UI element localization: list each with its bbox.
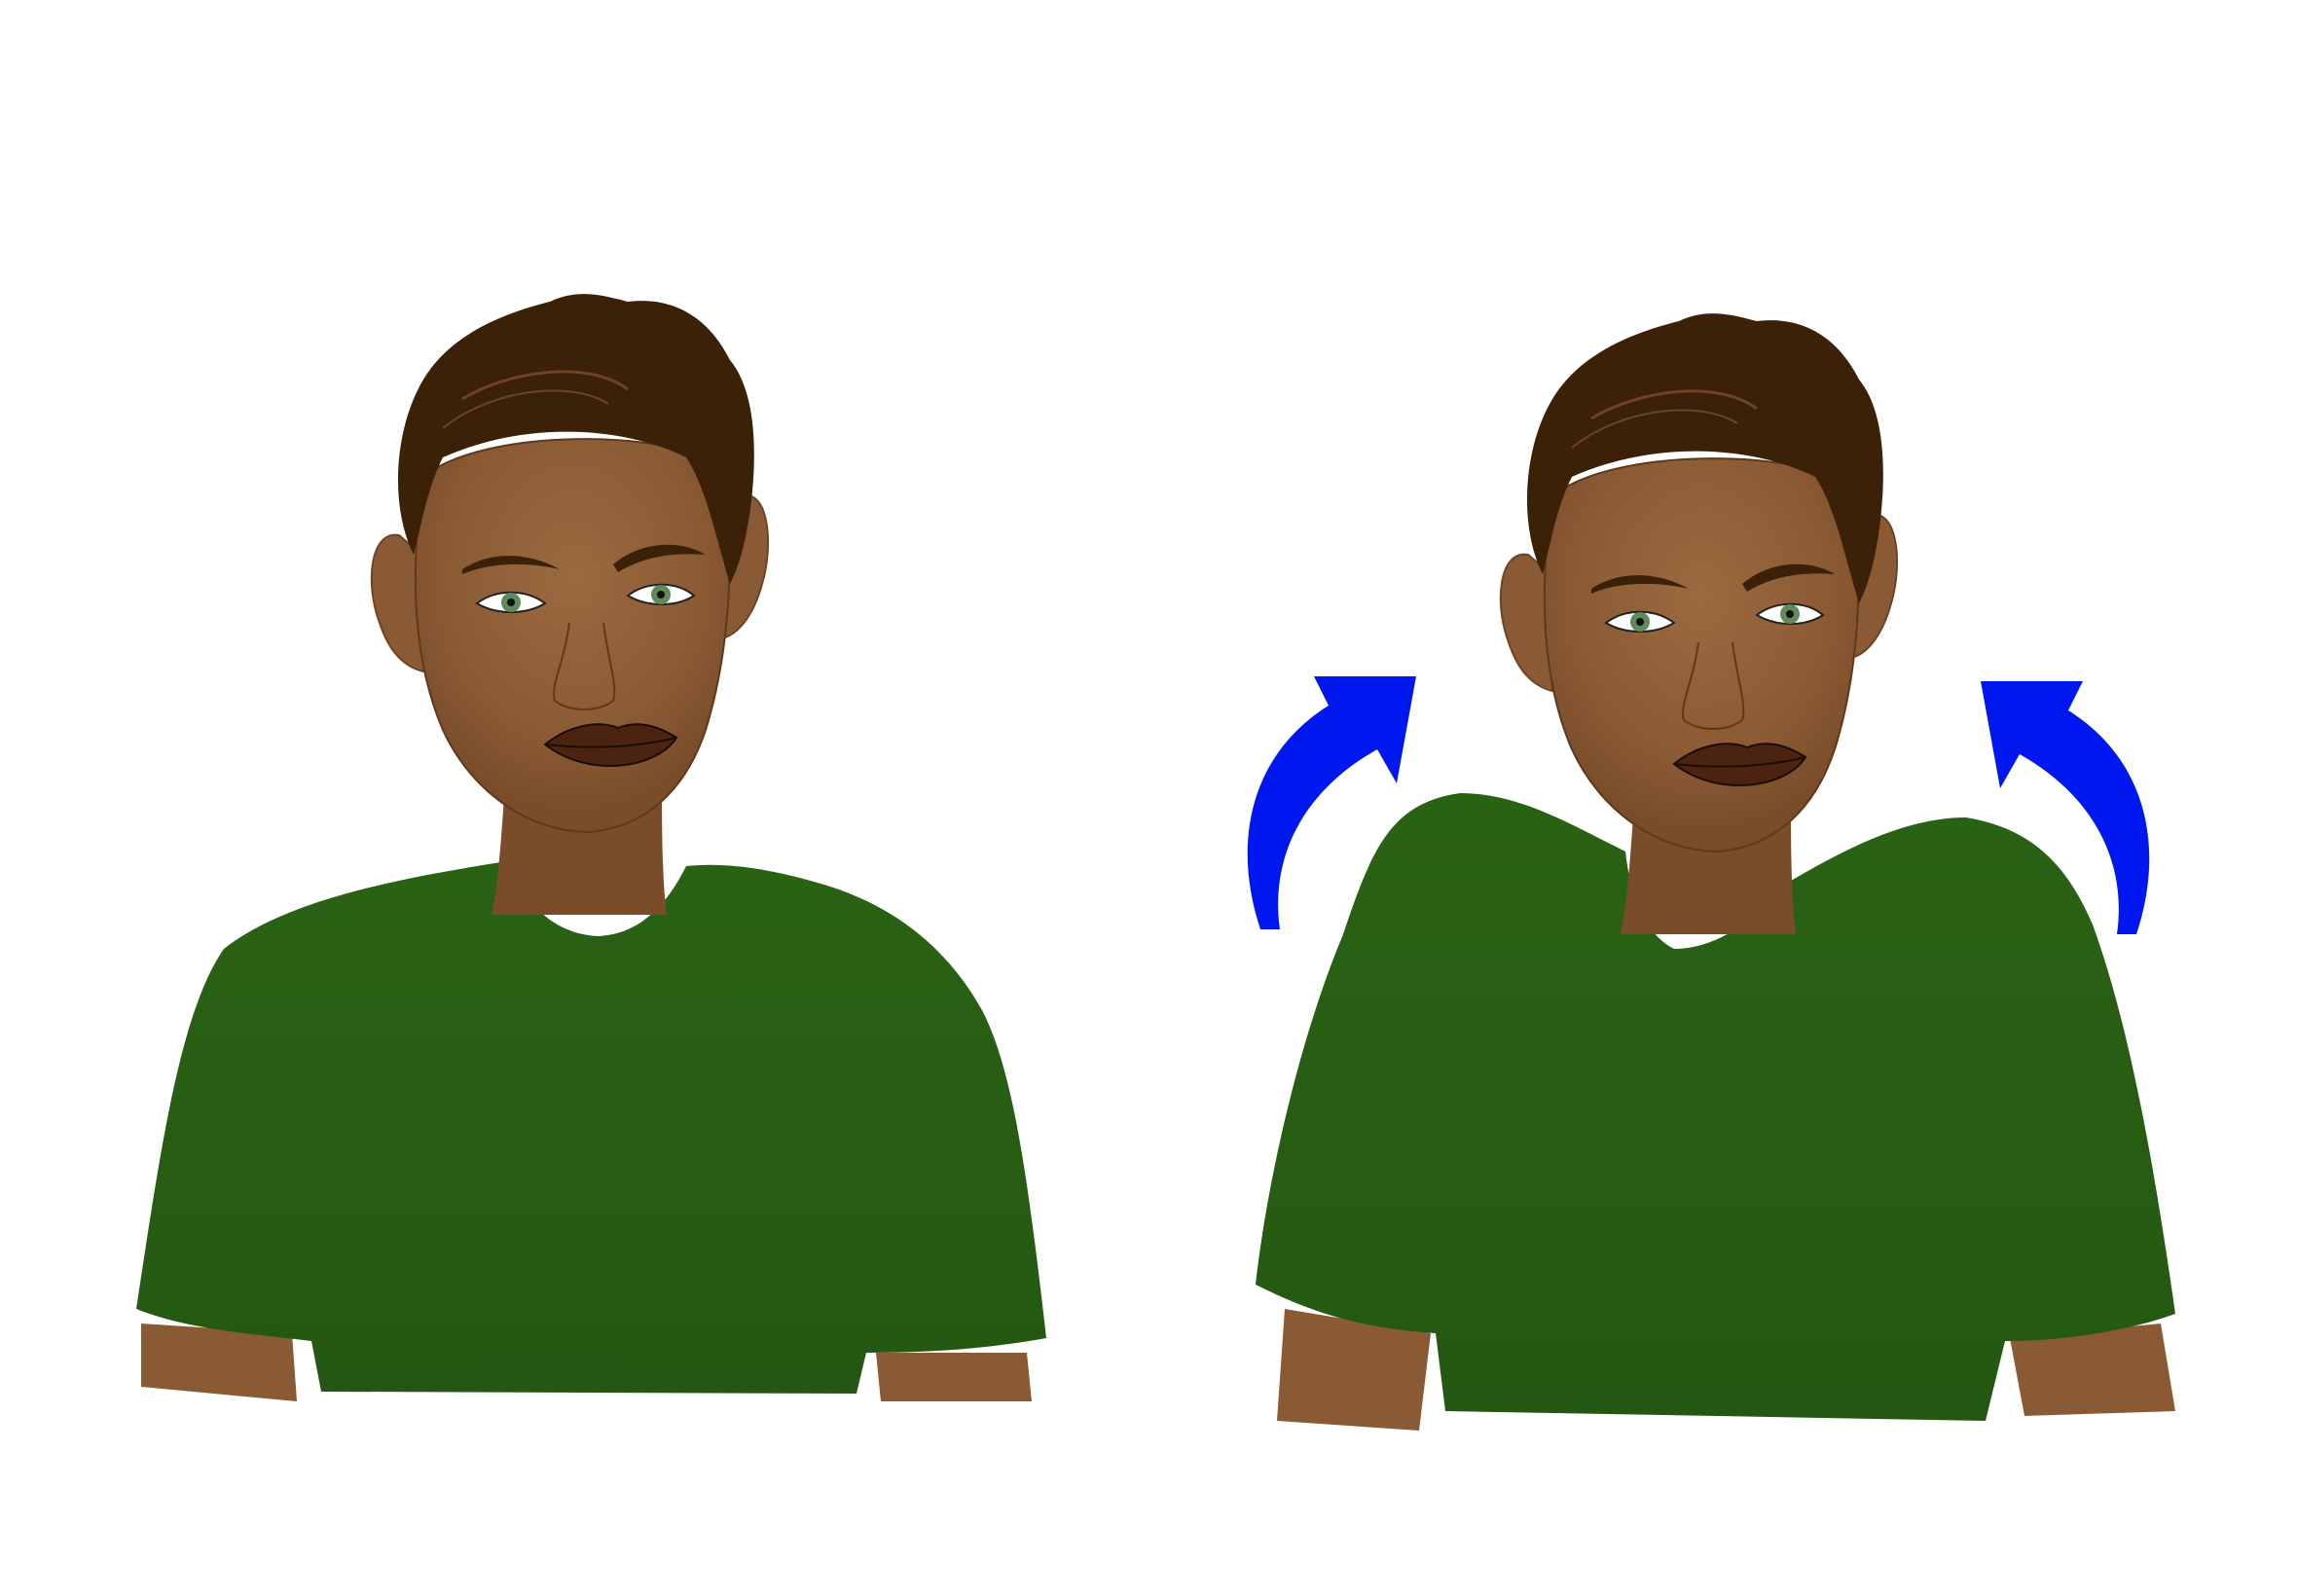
green-shirt bbox=[136, 861, 1046, 1394]
head bbox=[370, 292, 770, 917]
left-arm bbox=[141, 1324, 297, 1401]
right-arm bbox=[876, 1353, 1032, 1401]
figure-relaxed-shoulders bbox=[136, 292, 1046, 1401]
figure-raised-shoulders bbox=[1247, 311, 2175, 1431]
right-arm bbox=[2010, 1324, 2175, 1416]
left-arm bbox=[1277, 1309, 1431, 1431]
green-shirt bbox=[1256, 793, 2175, 1421]
